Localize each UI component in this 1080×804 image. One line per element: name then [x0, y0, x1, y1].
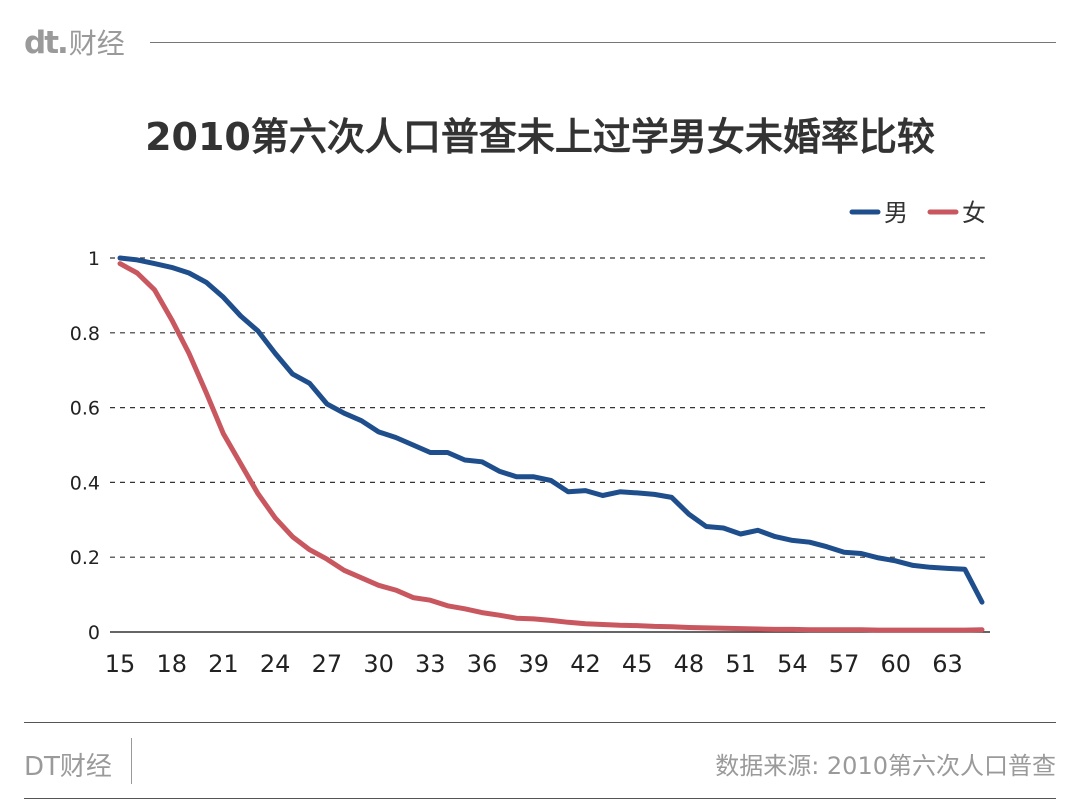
y-tick-label: 0	[88, 622, 100, 644]
x-tick-label: 48	[674, 650, 705, 678]
header: dt. 财经	[24, 22, 1056, 62]
x-tick-label: 24	[260, 650, 291, 678]
x-tick-label: 63	[932, 650, 963, 678]
x-tick-label: 42	[570, 650, 601, 678]
logo-mark: dt.	[24, 25, 69, 61]
chart-title: 2010第六次人口普查未上过学男女未婚率比较	[145, 115, 935, 159]
legend-label-0: 男	[884, 199, 908, 227]
legend-label-1: 女	[962, 199, 986, 227]
y-tick-label: 0.6	[70, 398, 100, 420]
y-tick-label: 0.8	[70, 323, 100, 345]
footer-separator	[131, 738, 132, 784]
data-source: 数据来源: 2010第六次人口普查	[715, 752, 1056, 780]
series-line-1	[117, 261, 985, 633]
x-tick-label: 33	[415, 650, 446, 678]
line-chart: 0 0.2 0.4 0.6 0.8 1 15 18 21 24 27 30 33 36 39 42 45 48 51…	[70, 199, 990, 678]
x-tick-label: 51	[725, 650, 756, 678]
x-tick-label: 45	[622, 650, 653, 678]
y-tick-label: 0.4	[70, 472, 100, 494]
x-tick-label: 60	[881, 650, 912, 678]
footer-brand: DT财经	[24, 752, 112, 782]
x-tick-label: 15	[105, 650, 136, 678]
x-tick-label: 30	[363, 650, 394, 678]
x-tick-label: 27	[312, 650, 343, 678]
x-tick-label: 57	[829, 650, 860, 678]
footer-divider-top	[24, 722, 1056, 723]
brand-logo: dt. 财经	[24, 22, 125, 62]
y-tick-label: 0.2	[70, 547, 100, 569]
header-divider	[150, 42, 1056, 43]
x-tick-label: 54	[777, 650, 808, 678]
x-tick-label: 18	[156, 650, 187, 678]
x-tick-label: 21	[208, 650, 239, 678]
footer-divider-bottom	[24, 798, 1056, 799]
series-line-0	[117, 255, 985, 605]
x-tick-label: 36	[467, 650, 498, 678]
logo-text: 财经	[68, 27, 125, 60]
x-tick-label: 39	[518, 650, 549, 678]
y-tick-label: 1	[88, 248, 100, 270]
